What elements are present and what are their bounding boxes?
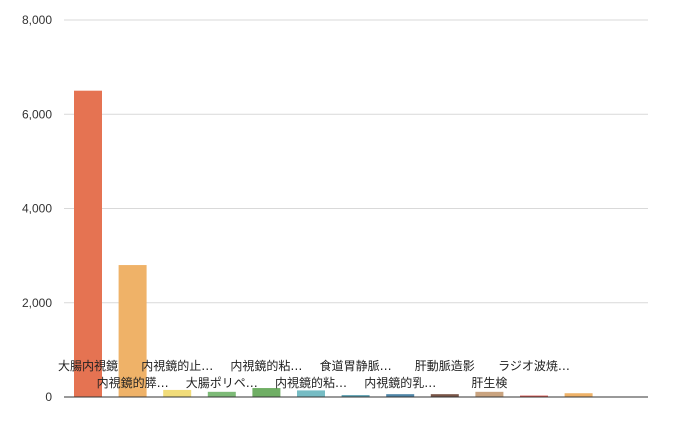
x-tick-label: 内視鏡的乳… [364, 375, 436, 390]
bar [74, 90, 102, 397]
bar [252, 388, 281, 397]
y-tick-label: 0 [45, 390, 52, 404]
x-tick-label: 大腸内視鏡 [58, 358, 118, 373]
y-tick-label: 2,000 [22, 296, 52, 310]
y-tick-label: 4,000 [22, 202, 52, 216]
bar [297, 390, 325, 397]
bar [118, 265, 147, 397]
y-tick-label: 6,000 [22, 107, 52, 121]
x-tick-label: 内視鏡的膵… [97, 375, 169, 390]
x-tick-label: 肝生検 [471, 376, 507, 390]
bar [430, 394, 459, 397]
x-tick-label: 内視鏡的粘… [275, 375, 347, 390]
x-tick-label: 内視鏡的止… [141, 358, 213, 373]
bar [475, 391, 504, 397]
x-tick-label: ラジオ波焼… [498, 359, 570, 373]
x-tick-label: 大腸ポリペ… [186, 376, 258, 390]
bar [520, 395, 548, 397]
bar [564, 393, 593, 397]
bars [74, 90, 593, 397]
y-axis-ticks: 0 2,000 4,000 6,000 8,000 [22, 13, 52, 404]
bar [207, 391, 236, 397]
x-tick-label: 肝動脈造影 [415, 359, 475, 373]
bar [386, 394, 415, 397]
y-tick-label: 8,000 [22, 13, 52, 27]
x-tick-label: 内視鏡的粘… [230, 358, 302, 373]
bar [163, 389, 192, 397]
bar [341, 395, 370, 397]
grid-lines [64, 19, 648, 304]
x-tick-label: 食道胃静脈… [320, 358, 392, 373]
